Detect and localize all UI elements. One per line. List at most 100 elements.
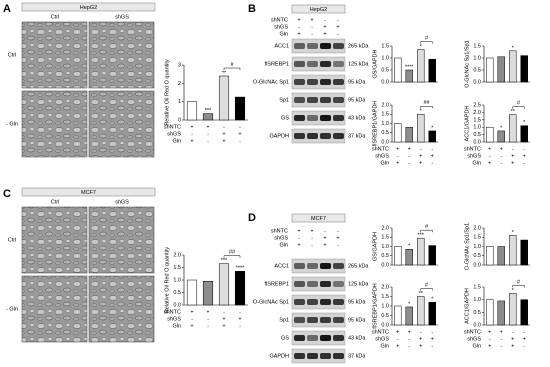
condition-label: Gln <box>380 343 389 349</box>
blot-band <box>320 43 331 49</box>
condition-sign: - <box>408 336 410 342</box>
comparison-label: # <box>425 282 429 288</box>
y-tick-label: 0.0 <box>473 139 481 145</box>
condition-sign: - <box>207 138 209 144</box>
micrograph <box>88 275 155 343</box>
treatment-sign: + <box>336 235 339 241</box>
condition-label: Gln <box>380 160 389 166</box>
y-tick-label: 0.0 <box>473 262 481 268</box>
significance: * <box>431 297 434 303</box>
cell-line: HepG2 <box>310 7 327 13</box>
significance: * <box>420 44 423 50</box>
y-tick-label: 3 <box>178 62 181 68</box>
treatment-sign: - <box>324 228 326 234</box>
bar <box>428 58 436 83</box>
size-label: 37 kDa <box>348 353 366 359</box>
bar <box>520 125 528 143</box>
comparison-bracket <box>223 255 241 258</box>
treatment-sign: + <box>297 17 300 23</box>
bar <box>520 299 528 326</box>
condition-sign: + <box>408 329 411 335</box>
y-tick-label: 0.0 <box>473 322 481 328</box>
bar <box>394 246 402 266</box>
bar <box>218 75 230 121</box>
y-tick-label: 0 <box>178 117 181 123</box>
bar <box>405 126 413 143</box>
blot-strip <box>291 348 346 364</box>
treatment-sign: + <box>310 228 313 234</box>
y-tick-label: 0.0 <box>473 79 481 85</box>
y-tick-label: 1.0 <box>381 55 389 61</box>
blot-band <box>333 133 344 139</box>
y-axis-label: O-GlcNAc Sp1/Sp1 <box>464 223 470 270</box>
bar <box>428 130 436 143</box>
y-tick-label: 2.0 <box>381 225 389 231</box>
blot-band <box>333 43 344 49</box>
condition-sign: + <box>222 131 225 137</box>
y-tick-label: 1.5 <box>381 43 389 49</box>
condition-label: shGS <box>375 336 389 342</box>
y-tick-label: 0.0 <box>173 302 181 308</box>
y-axis-label: Relative Oil Red O quantity <box>164 59 170 126</box>
y-axis-label: Relative Oil Red O quantity <box>164 247 170 314</box>
condition-sign: - <box>420 146 422 152</box>
protein-label: Sp1 <box>279 317 289 323</box>
significance: ** <box>511 109 516 115</box>
condition-sign: + <box>238 316 241 322</box>
bar <box>394 57 402 83</box>
bar <box>405 306 413 326</box>
bar <box>497 56 505 83</box>
treatment-sign: + <box>297 242 300 248</box>
bar <box>509 50 517 83</box>
treatment-sign: - <box>311 31 313 37</box>
significance: *** <box>221 258 228 264</box>
y-tick-label: 1.0 <box>473 125 481 131</box>
y-tick-label: 1.5 <box>473 117 481 123</box>
bar <box>417 114 425 143</box>
header-box <box>21 187 156 197</box>
condition-sign: - <box>523 160 525 166</box>
significance: * <box>512 288 515 294</box>
micrograph <box>21 90 88 158</box>
blot-band <box>307 97 318 103</box>
y-axis-label: O-GlcNAc Sp1/Sp1 <box>464 40 470 87</box>
comparison-bracket <box>512 285 525 288</box>
y-tick-label: 1.0 <box>173 277 181 283</box>
blot-band <box>333 299 344 305</box>
y-axis-label: ACC1/GAPDH <box>464 106 470 142</box>
treatment-sign: + <box>336 24 339 30</box>
blot-band <box>320 335 331 341</box>
condition-sign: + <box>488 146 491 152</box>
bar <box>394 305 402 326</box>
size-label: 125 kDa <box>348 61 369 67</box>
size-label: 265 kDa <box>348 263 369 269</box>
significance: **** <box>405 64 414 70</box>
protein-label: ACC1 <box>274 263 289 269</box>
bar <box>509 235 517 266</box>
y-tick-label: 0.0 <box>381 79 389 85</box>
condition-sign: + <box>396 343 399 349</box>
blot-band <box>333 115 344 121</box>
y-tick-label: 2.0 <box>173 252 181 258</box>
condition-sign: + <box>206 124 209 130</box>
protein-label: GAPDH <box>269 133 289 139</box>
comparison-bracket <box>420 41 433 44</box>
condition-sign: + <box>511 153 514 159</box>
condition-sign: - <box>191 316 193 322</box>
bar <box>428 245 436 266</box>
blot-band <box>320 281 331 287</box>
blot-strip <box>291 74 346 90</box>
y-tick-label: 1.0 <box>381 121 389 127</box>
comparison-label: ## <box>229 250 236 256</box>
size-label: 95 kDa <box>348 299 366 305</box>
significance: * <box>523 120 526 126</box>
blot-strip <box>291 56 346 72</box>
blot-band <box>320 115 331 121</box>
comparison-bracket <box>420 288 433 291</box>
condition-sign: + <box>238 131 241 137</box>
cell-line: MCF7 <box>311 216 326 222</box>
row-label: - Gln <box>6 121 18 127</box>
comparison-label: # <box>517 279 521 285</box>
significance: ** <box>419 291 424 297</box>
significance: *** <box>205 108 212 114</box>
